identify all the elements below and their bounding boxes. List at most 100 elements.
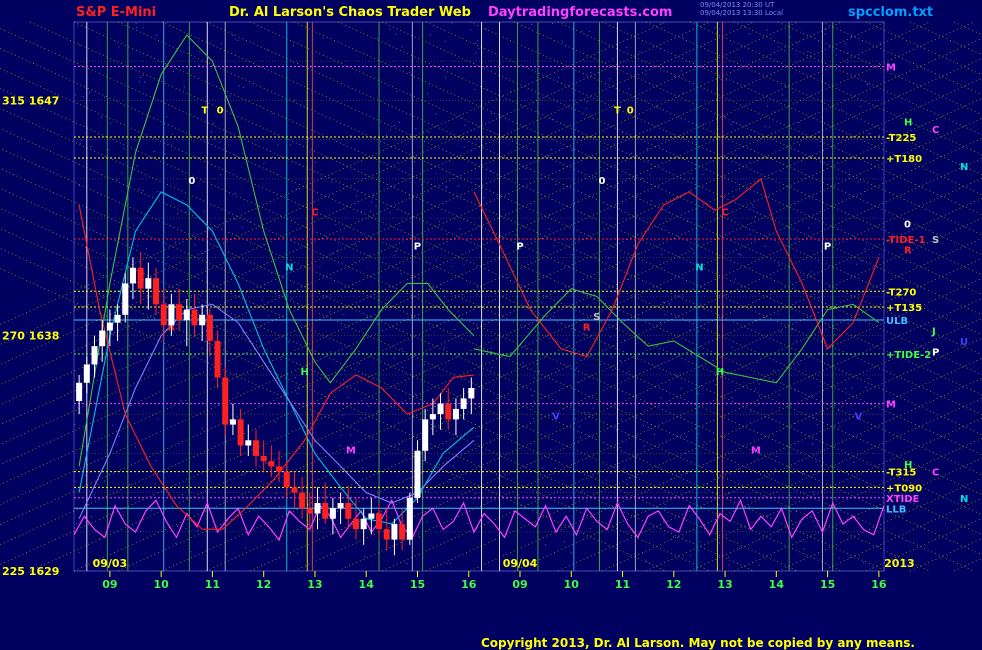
star-dot (629, 477, 630, 478)
star-dot (720, 79, 722, 81)
star-dot (634, 553, 635, 555)
star-dot (639, 51, 641, 53)
star-dot (211, 131, 212, 133)
star-dot (682, 36, 684, 38)
price-bar (106, 322, 113, 331)
price-bar (276, 466, 283, 472)
star-dot (175, 542, 177, 544)
star-dot (360, 211, 362, 213)
star-dot (75, 480, 77, 482)
chart-marker: P (516, 241, 523, 252)
star-dot (242, 330, 243, 332)
star-dot (483, 197, 485, 199)
star-dot (775, 468, 776, 470)
price-bar (406, 497, 413, 540)
star-dot (219, 142, 221, 144)
star-dot (142, 75, 144, 76)
star-dot (241, 152, 243, 154)
forecast-line-1 (78, 34, 475, 467)
star-dot (664, 503, 666, 505)
star-dot (154, 483, 156, 485)
star-dot (608, 257, 610, 259)
star-dot (421, 183, 423, 185)
price-bar (337, 503, 344, 509)
star-dot (732, 196, 734, 198)
star-dot (475, 52, 477, 54)
star-dot (835, 239, 837, 241)
star-dot (219, 174, 221, 176)
star-dot (853, 461, 855, 463)
star-dot (470, 29, 472, 31)
star-dot (690, 173, 692, 175)
star-dot (267, 315, 269, 317)
star-dot (838, 557, 840, 559)
star-dot (690, 554, 692, 556)
star-dot (361, 233, 363, 235)
star-dot (626, 47, 628, 48)
x-tick-label: 15 (410, 578, 425, 591)
star-dot (792, 471, 793, 473)
star-dot (79, 142, 81, 144)
star-dot (650, 200, 652, 202)
star-dot (833, 328, 835, 329)
price-bar (237, 419, 244, 446)
star-dot (789, 36, 791, 38)
star-dot (815, 461, 817, 463)
star-dot (102, 252, 104, 254)
star-dot (482, 320, 484, 322)
star-dot (611, 356, 613, 358)
star-dot (738, 468, 739, 470)
star-dot (792, 92, 794, 94)
star-dot (108, 149, 110, 151)
star-dot (88, 136, 90, 138)
star-dot (173, 71, 174, 72)
star-dot (449, 562, 451, 564)
level-label: LLB (886, 504, 906, 515)
star-dot (389, 28, 391, 30)
star-dot (791, 520, 792, 522)
star-dot (446, 186, 447, 188)
star-dot (148, 370, 150, 372)
star-dot (355, 245, 357, 247)
star-dot (860, 260, 862, 262)
star-dot (748, 506, 750, 508)
star-dot (396, 91, 398, 92)
star-dot (264, 244, 266, 246)
star-dot (399, 121, 400, 123)
star-dot (657, 106, 658, 108)
star-dot (610, 472, 612, 474)
star-dot (620, 418, 622, 420)
star-dot (296, 393, 298, 394)
star-dot (778, 529, 780, 531)
price-bar (145, 278, 152, 289)
star-dot (334, 396, 336, 398)
star-dot (630, 260, 632, 262)
star-dot (795, 511, 797, 512)
star-dot (579, 426, 581, 428)
star-dot (715, 374, 717, 376)
star-dot (880, 142, 882, 144)
star-dot (576, 367, 578, 369)
star-dot (785, 99, 787, 101)
star-dot (555, 183, 557, 185)
star-dot (389, 212, 391, 214)
level-label: +T135 (886, 303, 922, 314)
star-dot (112, 333, 114, 335)
star-dot (612, 529, 614, 531)
level-label: -TIDE-1 (886, 235, 926, 246)
price-bar (153, 278, 160, 305)
y-tick-label: 225 1629 (2, 565, 59, 578)
star-dot (619, 360, 621, 361)
x-tick-label: 16 (871, 578, 887, 591)
star-dot (754, 216, 756, 217)
x-tick-label: 14 (359, 578, 375, 591)
star-dot (571, 253, 573, 255)
level-label: ULB (886, 316, 908, 327)
star-dot (879, 63, 880, 65)
star-dot (589, 528, 591, 530)
star-dot (810, 156, 812, 158)
star-dot (400, 273, 402, 275)
star-dot (296, 188, 298, 190)
star-dot (646, 148, 648, 150)
star-dot (240, 461, 242, 463)
